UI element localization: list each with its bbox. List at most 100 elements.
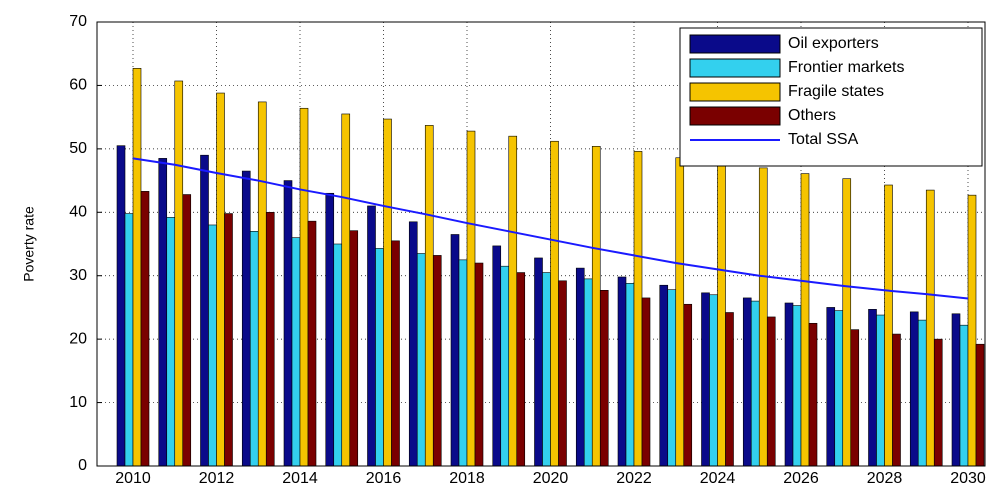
legend-label: Total SSA <box>788 131 859 148</box>
bar <box>182 194 192 467</box>
bar <box>784 302 794 467</box>
bar <box>933 338 943 467</box>
x-tick-label: 2018 <box>449 470 485 487</box>
y-tick-label: 50 <box>69 140 87 157</box>
bar <box>158 158 168 467</box>
bar <box>925 189 935 467</box>
bar <box>850 329 860 467</box>
bar <box>307 220 317 467</box>
bar <box>249 231 259 467</box>
bar <box>876 314 885 467</box>
x-tick-label: 2016 <box>366 470 402 487</box>
bar <box>124 213 134 467</box>
bar <box>583 278 593 467</box>
bar <box>492 245 502 467</box>
bar <box>383 118 392 467</box>
bar <box>808 322 818 467</box>
bar <box>701 292 710 467</box>
bar <box>224 213 233 467</box>
bar <box>432 255 442 467</box>
bar <box>800 173 810 467</box>
bar <box>257 101 267 467</box>
bar <box>391 240 400 467</box>
bar <box>291 237 301 467</box>
bar <box>959 324 969 467</box>
bar <box>375 248 384 467</box>
bar <box>174 80 184 467</box>
y-tick-label: 40 <box>69 204 87 221</box>
bar <box>299 107 309 467</box>
bar <box>709 294 718 467</box>
bar <box>884 184 893 467</box>
y-tick-label: 10 <box>69 394 87 411</box>
bar <box>951 313 961 467</box>
y-tick-label: 20 <box>69 330 87 347</box>
bar <box>834 310 844 467</box>
bar <box>641 297 651 467</box>
bar <box>367 205 376 467</box>
bar <box>625 283 635 467</box>
bar <box>826 307 836 467</box>
legend-swatch <box>689 82 781 102</box>
bar <box>766 316 776 467</box>
bar <box>474 262 484 467</box>
x-tick-label: 2014 <box>282 470 318 487</box>
bar <box>868 309 877 467</box>
y-tick-label: 0 <box>78 457 87 474</box>
bar <box>241 170 251 467</box>
bar <box>558 280 567 467</box>
bar <box>283 180 293 467</box>
bar <box>208 224 217 467</box>
bar <box>683 303 693 467</box>
bar <box>140 191 150 467</box>
x-tick-label: 2012 <box>199 470 235 487</box>
bar <box>599 290 609 467</box>
x-tick-label: 2028 <box>867 470 903 487</box>
bar <box>750 300 760 467</box>
bar <box>200 154 209 467</box>
bar <box>341 113 351 467</box>
y-tick-label: 60 <box>69 77 87 94</box>
bar <box>508 135 518 467</box>
legend-label: Oil exporters <box>788 35 879 52</box>
plot-frame <box>96 21 986 467</box>
legend-label: Frontier markets <box>788 59 904 76</box>
x-tick-label: 2026 <box>783 470 819 487</box>
bar <box>575 267 585 467</box>
bar <box>742 297 752 467</box>
bar <box>166 217 176 467</box>
bar <box>633 151 643 467</box>
legend-label: Others <box>788 107 836 124</box>
bar <box>975 343 985 467</box>
x-tick-label: 2010 <box>115 470 151 487</box>
x-tick-label: 2030 <box>950 470 986 487</box>
bar <box>450 234 460 467</box>
bar <box>617 276 627 467</box>
bar <box>675 157 685 467</box>
bar <box>725 312 734 467</box>
legend-swatch <box>689 106 781 126</box>
line <box>132 157 969 300</box>
bar <box>967 194 977 467</box>
bar <box>842 178 852 467</box>
bar <box>667 289 677 467</box>
bar <box>550 140 559 467</box>
bar <box>349 230 359 467</box>
legend-swatch <box>689 34 781 54</box>
bar <box>408 221 418 467</box>
x-tick-label: 2020 <box>533 470 569 487</box>
legend-swatch <box>689 58 781 78</box>
bar <box>424 125 434 467</box>
x-tick-label: 2024 <box>700 470 736 487</box>
y-tick-label: 30 <box>69 267 87 284</box>
bar <box>909 311 919 467</box>
bar <box>333 243 343 467</box>
bar <box>917 319 927 467</box>
bar <box>500 265 510 467</box>
bar <box>216 92 225 467</box>
bar <box>116 145 126 467</box>
y-axis-label: Poverty rate <box>21 206 37 282</box>
y-tick-label: 70 <box>69 13 87 30</box>
bar <box>591 146 601 467</box>
